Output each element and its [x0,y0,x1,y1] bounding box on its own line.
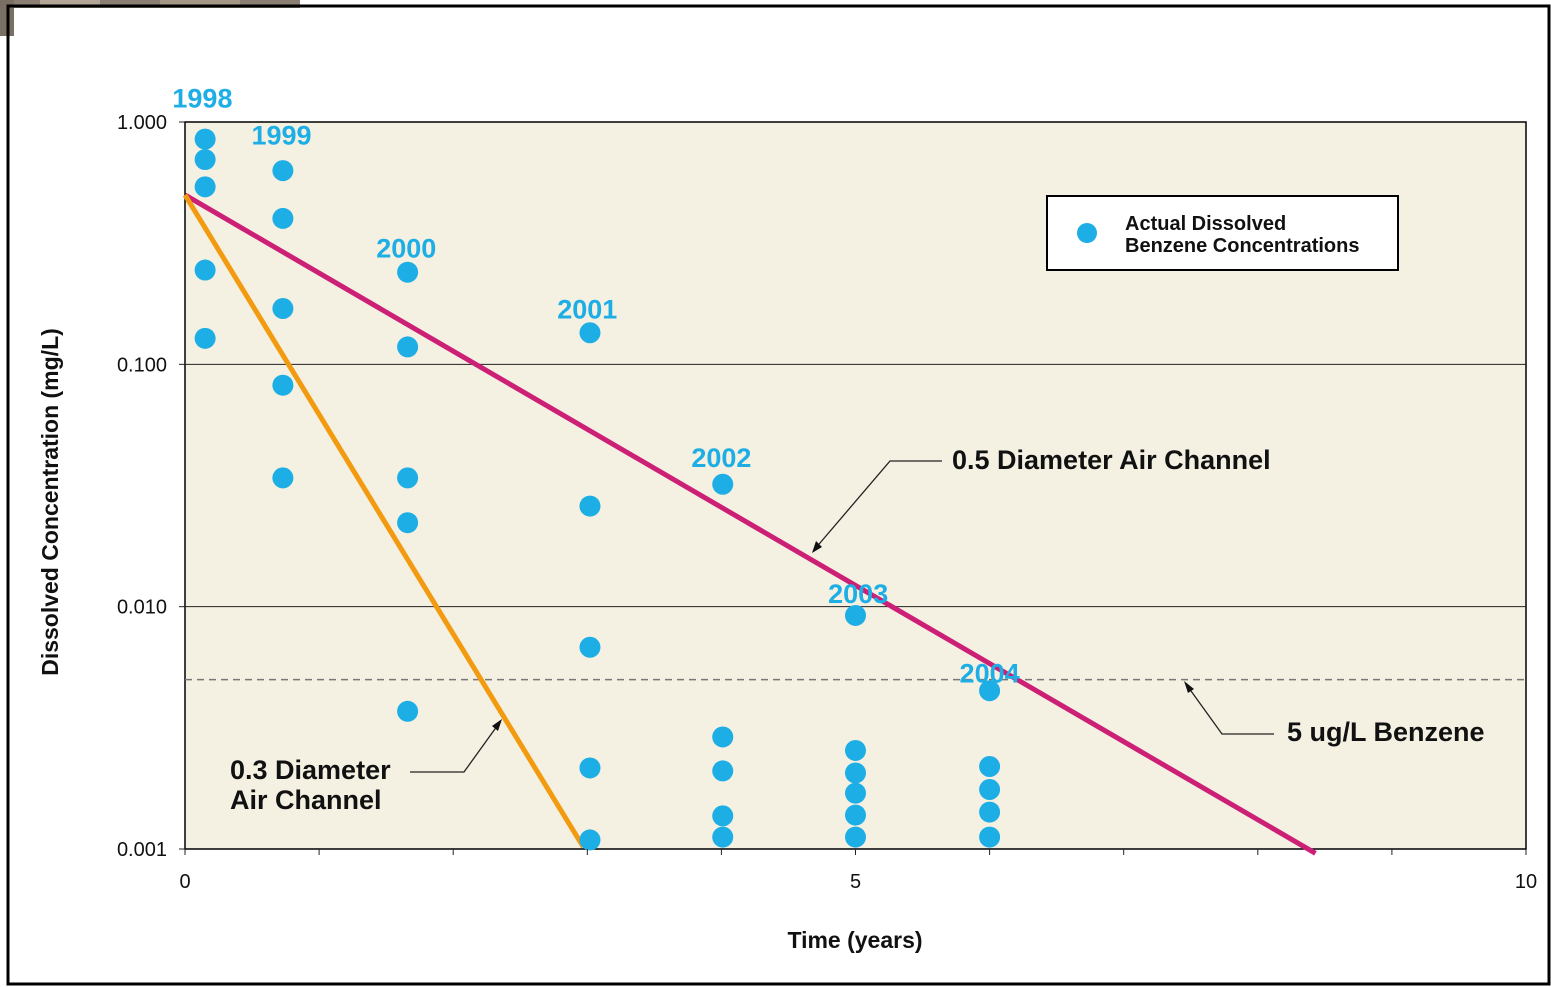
annotation-arrowhead-05 [812,541,822,553]
line-03-label-1: 0.3 Diameter [230,755,391,785]
y-tick-label: 0.010 [117,597,167,619]
data-point [194,128,216,150]
data-point [579,636,601,658]
x-axis-ticks: 0 5 10 [179,849,1537,893]
annotation-arrowhead-threshold [1184,681,1194,693]
year-labels: 1998 1999 2000 2001 2002 2003 2004 [172,84,1019,689]
x-tick-label: 0 [179,871,190,893]
annotation-leader-03 [410,721,501,773]
data-point [845,826,866,848]
legend: Actual Dissolved Benzene Concentrations [1046,195,1399,271]
data-point [979,755,1001,777]
year-label: 2004 [960,658,1020,688]
x-axis-title: Time (years) [787,927,922,953]
annotation-line-03: 0.3 Diameter Air Channel [230,719,502,815]
data-point [979,826,1001,848]
data-point [272,374,294,396]
y-tick-label: 0.100 [117,354,167,376]
x-tick-label: 5 [850,871,861,893]
data-point [194,327,216,349]
data-points [194,128,1001,851]
x-tick-label: 10 [1515,871,1537,893]
line-0-5-diameter [183,192,1317,856]
trend-lines [182,192,1317,856]
year-label: 2002 [691,443,751,473]
data-point [712,805,734,827]
data-point [845,762,866,784]
line-05-label: 0.5 Diameter Air Channel [952,445,1271,475]
data-point [397,467,419,489]
data-point [712,760,734,782]
data-point [579,495,601,517]
data-point [979,680,1001,702]
data-point [272,160,294,182]
y-tick-label: 0.001 [117,839,167,861]
data-point [272,207,294,229]
data-point [845,804,866,826]
year-label: 1999 [252,120,312,150]
data-point [194,259,216,281]
legend-box [1046,195,1399,271]
annotation-arrowhead-03 [492,719,502,731]
data-point [845,782,866,804]
chart-frame [6,4,1551,986]
data-point [979,801,1001,823]
annotation-threshold: 5 ug/L Benzene [1184,681,1485,747]
y-axis-ticks: 0.001 0.010 0.100 1.000 [117,112,185,861]
year-label: 2003 [828,579,888,609]
year-label: 2001 [557,295,617,325]
year-label: 2000 [376,234,436,264]
legend-label-line2: Benzene Concentrations [1125,235,1359,257]
threshold-label: 5 ug/L Benzene [1287,717,1485,747]
year-label: 1998 [172,84,232,114]
data-point [194,149,216,171]
annotation-leader-05 [813,460,942,551]
line-03-label-2: Air Channel [230,785,382,815]
annotation-line-05: 0.5 Diameter Air Channel [812,445,1271,553]
data-point [712,726,734,748]
data-point [397,261,419,283]
y-tick-label: 1.000 [117,112,167,134]
legend-label-line1: Actual Dissolved [1125,213,1286,235]
annotation-leader-threshold [1185,683,1274,735]
data-point [712,473,734,495]
data-point [845,604,866,626]
data-point [272,297,294,319]
y-axis-title: Dissolved Concentration (mg/L) [37,328,63,676]
data-point [579,829,601,851]
data-point [579,322,601,344]
data-point [397,700,419,722]
line-0-3-diameter [182,193,586,849]
data-point [272,467,294,489]
data-point [579,757,601,779]
data-point [194,176,216,198]
data-point [979,779,1001,801]
data-point [845,739,866,761]
data-point [397,512,419,534]
legend-marker [1077,223,1097,243]
data-point [712,826,734,848]
data-point [397,336,419,358]
